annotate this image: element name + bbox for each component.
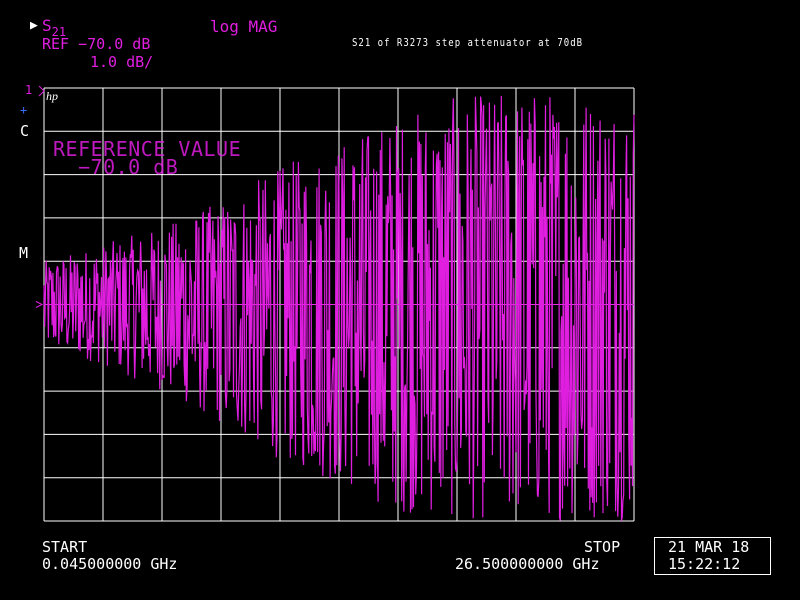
time-readout: 15:22:12 [668, 555, 741, 573]
status-mark: + [20, 103, 28, 117]
brand-logo: hp [46, 89, 58, 103]
reference-value-number: −70.0 dB [78, 155, 179, 179]
datetime-box [654, 537, 771, 575]
scale-per-division: 1.0 dB/ [90, 53, 154, 71]
channel-number: 1 [25, 83, 33, 97]
stop-frequency: 26.500000000 GHz [455, 555, 600, 573]
channel-parameter: S21 [42, 16, 66, 39]
channel-active-arrow: ▶ [30, 18, 38, 33]
start-label: START [42, 538, 88, 556]
reference-pointer [35, 301, 44, 308]
trace-series-s21 [43, 95, 635, 521]
marker-indicator: M [19, 244, 29, 262]
reference-level: REF −70.0 dB [42, 35, 151, 53]
reference-value-title: REFERENCE VALUE [53, 137, 242, 161]
correction-indicator: C [20, 122, 30, 140]
channel-pointer [38, 85, 45, 97]
date-readout: 21 MAR 18 [668, 538, 750, 556]
format-label: log MAG [210, 17, 278, 36]
channel-parameter-name: S [42, 16, 52, 35]
stop-label: STOP [584, 538, 621, 556]
channel-parameter-subscript: 21 [51, 25, 67, 39]
start-frequency: 0.045000000 GHz [42, 555, 178, 573]
trace-title: S21 of R3273 step attenuator at 70dB [352, 37, 584, 50]
